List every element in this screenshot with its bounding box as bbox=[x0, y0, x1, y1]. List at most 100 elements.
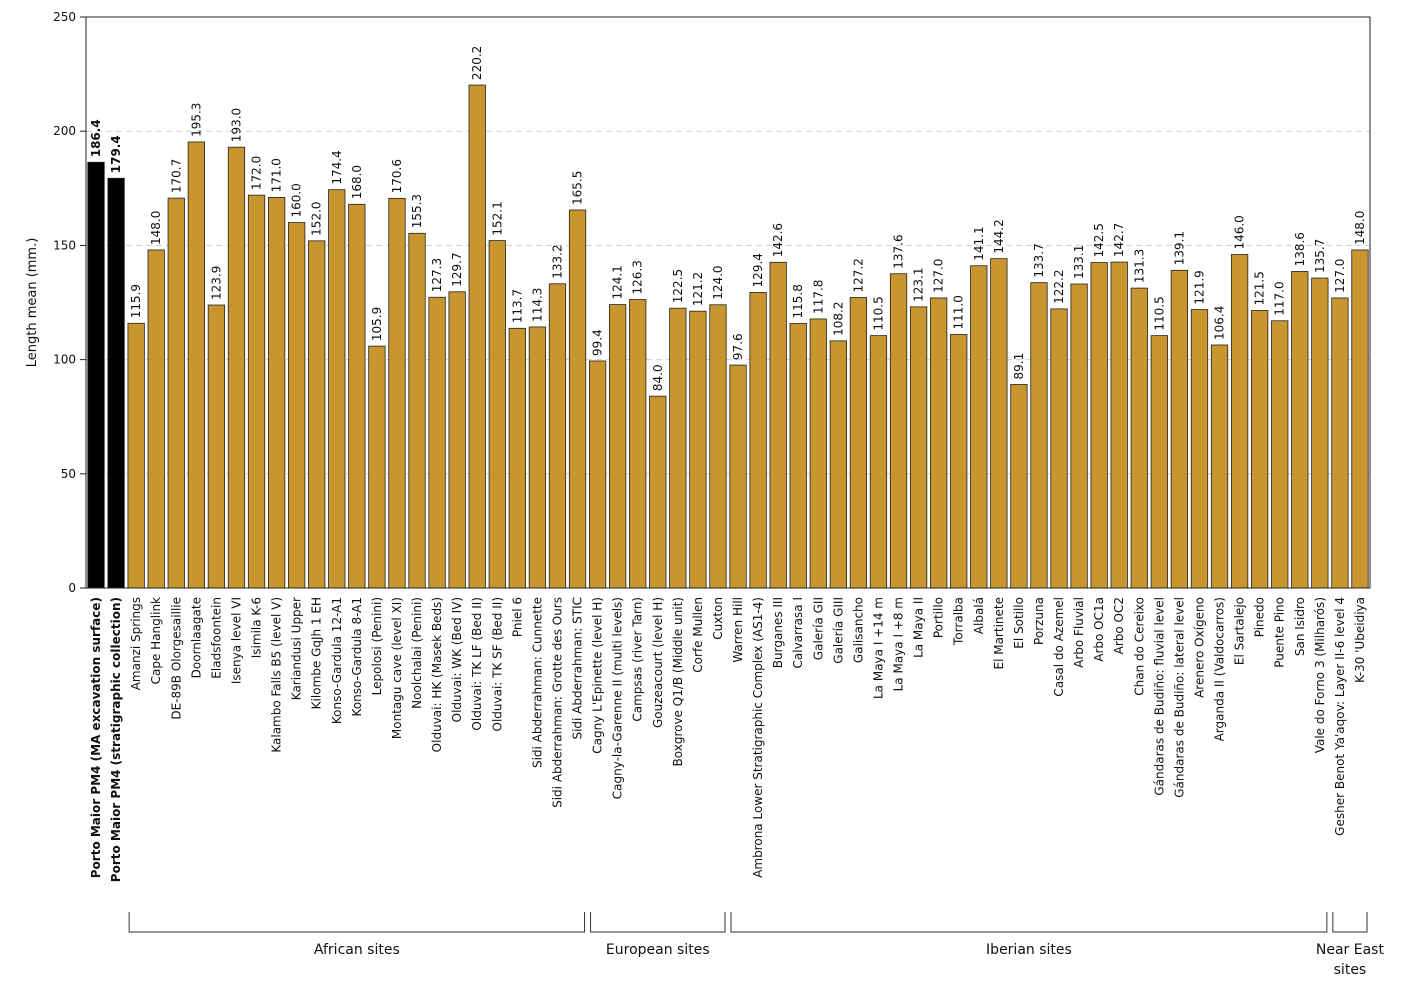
data-label: 148.0 bbox=[1353, 211, 1367, 245]
x-tick-label: Eladsfoontein bbox=[209, 597, 223, 679]
bar bbox=[1050, 308, 1068, 589]
bar bbox=[328, 189, 346, 589]
bar bbox=[1351, 249, 1369, 589]
bar bbox=[227, 146, 246, 589]
y-tick-label: 250 bbox=[53, 10, 76, 24]
data-label: 127.3 bbox=[430, 258, 444, 292]
group-bracket bbox=[730, 912, 1328, 933]
data-label: 142.6 bbox=[771, 223, 785, 257]
data-label: 152.1 bbox=[490, 201, 504, 235]
x-tick-label: Cape Hanglink bbox=[149, 597, 163, 684]
bar bbox=[1090, 262, 1108, 589]
data-label: 99.4 bbox=[591, 329, 605, 356]
data-label: 121.9 bbox=[1192, 270, 1206, 304]
data-label: 142.7 bbox=[1112, 223, 1126, 257]
data-label: 110.5 bbox=[871, 296, 885, 330]
x-tick-label: Vale do Forno 3 (Milharós) bbox=[1313, 597, 1327, 753]
data-label: 124.0 bbox=[711, 265, 725, 299]
bar bbox=[348, 203, 366, 589]
data-label: 97.6 bbox=[731, 333, 745, 360]
x-tick-label: Calvarrasa I bbox=[791, 597, 805, 669]
bar bbox=[1251, 310, 1269, 589]
bar bbox=[789, 323, 807, 589]
data-label: 133.1 bbox=[1072, 245, 1086, 279]
x-tick-label: Burganes III bbox=[771, 597, 785, 668]
data-label: 113.7 bbox=[510, 289, 524, 323]
x-tick-label: Montagu cave (level XI) bbox=[390, 597, 404, 739]
x-tick-label: Porto Maior PM4 (stratigraphic collectio… bbox=[109, 597, 123, 882]
x-tick-label: Albalá bbox=[972, 597, 986, 634]
bar bbox=[729, 364, 747, 589]
bar bbox=[548, 283, 567, 589]
x-tick-label: Lepolosi (Penini) bbox=[370, 597, 384, 695]
data-label: 117.8 bbox=[811, 280, 825, 314]
x-tick-label: Campsas (river Tarn) bbox=[631, 597, 645, 722]
data-label: 193.0 bbox=[229, 108, 243, 142]
data-label: 139.1 bbox=[1172, 231, 1186, 265]
bar bbox=[970, 265, 988, 589]
data-label: 127.2 bbox=[851, 258, 865, 292]
bar bbox=[769, 261, 787, 589]
bar bbox=[368, 345, 386, 589]
bar bbox=[869, 335, 888, 589]
x-tick-label: Galería GII bbox=[811, 597, 825, 660]
bar bbox=[1030, 282, 1048, 589]
bar bbox=[107, 177, 125, 589]
bar bbox=[448, 291, 466, 589]
data-label: 105.9 bbox=[370, 307, 384, 341]
group-bracket bbox=[128, 912, 586, 933]
bar bbox=[749, 292, 767, 589]
x-tick-label: Porzuna bbox=[1032, 597, 1046, 645]
x-tick-label: Porto Maior PM4 (MA excavation surface) bbox=[89, 597, 103, 878]
x-tick-label: Olduvai: TK SF (Bed II) bbox=[490, 597, 504, 731]
data-label: 117.0 bbox=[1273, 281, 1287, 315]
data-label: 123.1 bbox=[912, 267, 926, 301]
x-tick-label: Cuxton bbox=[711, 597, 725, 640]
x-tick-label: Pinedo bbox=[1253, 597, 1267, 637]
data-label: 124.1 bbox=[611, 265, 625, 299]
x-tick-label: El Martinete bbox=[992, 597, 1006, 670]
data-label: 170.6 bbox=[390, 159, 404, 193]
x-tick-label: Sidi Abderrahman: Grotte des Ours bbox=[550, 597, 564, 808]
bar bbox=[588, 360, 607, 589]
x-tick-label: Amanzi Springs bbox=[129, 597, 143, 690]
bar bbox=[147, 249, 165, 589]
x-tick-label: Isenya level VI bbox=[229, 597, 243, 684]
x-tick-label: Boxgrove Q1/B (Middle unit) bbox=[671, 597, 685, 766]
data-label: 110.5 bbox=[1152, 296, 1166, 330]
bar bbox=[87, 161, 105, 589]
group-bracket bbox=[1332, 912, 1368, 933]
x-tick-label: DE-89B Olorgesaillie bbox=[169, 597, 183, 720]
bar bbox=[930, 297, 948, 589]
bar bbox=[428, 296, 446, 589]
bar bbox=[308, 240, 326, 589]
data-label: 123.9 bbox=[209, 266, 223, 300]
y-tick-label: 150 bbox=[53, 238, 76, 252]
data-label: 146.0 bbox=[1233, 215, 1247, 249]
data-label: 179.4 bbox=[109, 135, 123, 173]
data-label: 148.0 bbox=[149, 211, 163, 245]
data-label: 137.6 bbox=[892, 234, 906, 268]
data-label: 106.4 bbox=[1213, 306, 1227, 340]
data-label: 121.2 bbox=[691, 272, 705, 306]
group-label: African sites bbox=[314, 942, 400, 958]
x-tick-label: Konso-Gardula 12-A1 bbox=[330, 597, 344, 724]
bar bbox=[669, 307, 687, 589]
bar bbox=[1331, 297, 1349, 589]
data-label: 220.2 bbox=[470, 46, 484, 80]
bar bbox=[829, 340, 847, 589]
bar bbox=[1130, 287, 1148, 589]
bar bbox=[207, 304, 226, 589]
y-tick-label: 200 bbox=[53, 124, 76, 138]
bar bbox=[1150, 335, 1168, 589]
data-label: 138.6 bbox=[1293, 232, 1307, 266]
data-label: 133.7 bbox=[1032, 243, 1046, 277]
bar bbox=[1291, 271, 1309, 589]
bar bbox=[709, 304, 727, 589]
x-tick-label: Sidi Abderrahman: Cunnette bbox=[530, 597, 544, 768]
x-tick-label: Olduvai: WK (Bed IV) bbox=[450, 597, 464, 722]
x-tick-label: Galería GIII bbox=[831, 597, 845, 664]
bar bbox=[809, 318, 827, 589]
data-label: 160.0 bbox=[290, 183, 304, 217]
x-tick-label: La Maya I +8 m bbox=[892, 597, 906, 691]
